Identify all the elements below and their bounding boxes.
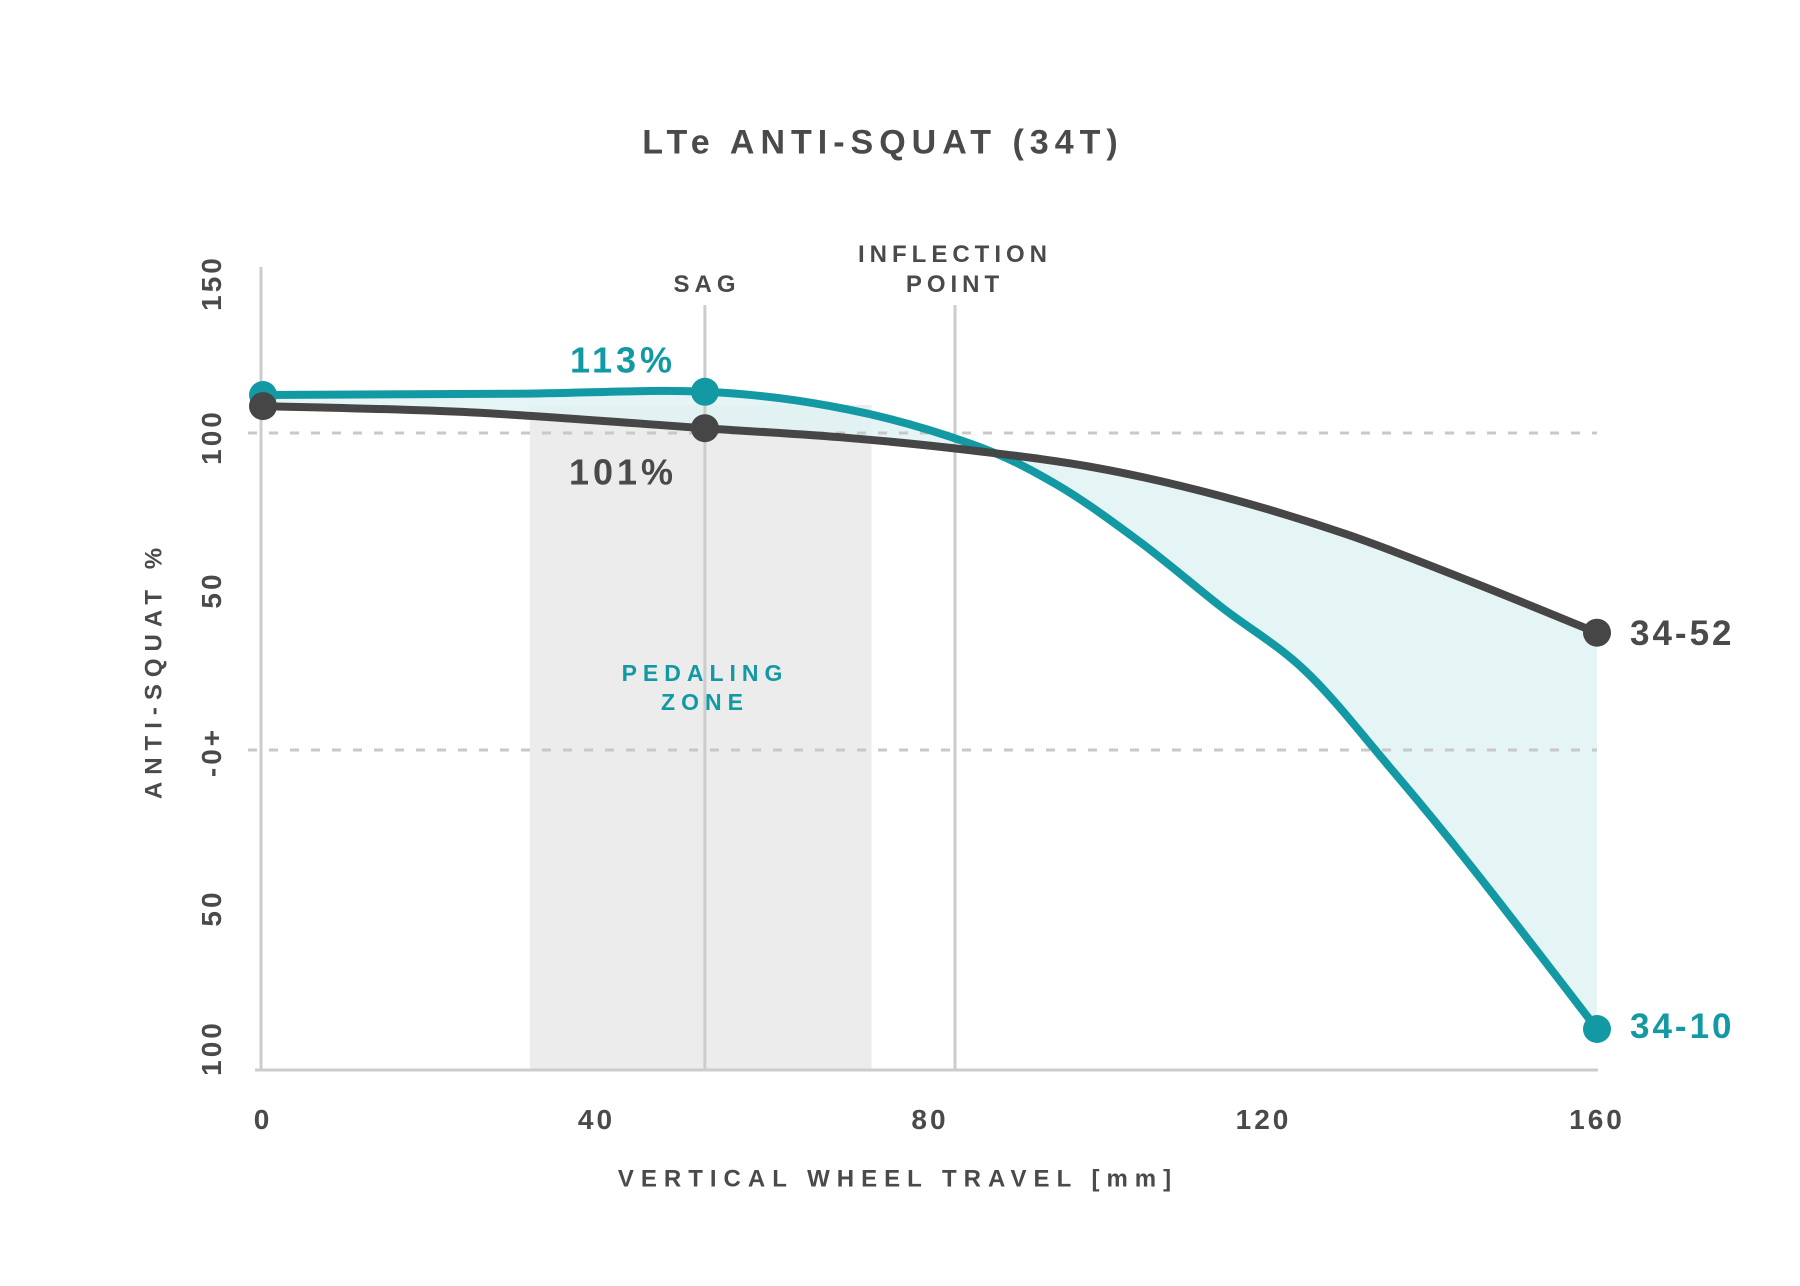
curve-34-52 <box>259 402 1601 637</box>
pedaling-zone-label-line2: ZONE <box>661 689 749 715</box>
x-tick-40: 40 <box>577 1104 616 1136</box>
series-label-34-10: 34-10 <box>1630 1007 1735 1046</box>
y-axis-title: ANTI-SQUAT % <box>140 540 168 800</box>
y-tick--100: 100 <box>196 1020 228 1076</box>
inflection-point-label-line2: POINT <box>905 271 1005 298</box>
x-tick-160: 160 <box>1569 1104 1625 1136</box>
pedaling-zone-label: PEDALING ZONE <box>622 659 789 717</box>
series-label-34-52: 34-52 <box>1630 614 1735 653</box>
curve-34-10 <box>259 386 1601 1033</box>
point-dot-34-52-160mm <box>1583 618 1611 647</box>
point-dot-34-10-160mm <box>1583 1015 1611 1043</box>
x-tick-0: 0 <box>253 1104 273 1136</box>
sag-label: SAG <box>673 271 741 298</box>
point-dot-34-52-0mm <box>249 392 277 421</box>
x-axis-title: VERTICAL WHEEL TRAVEL [mm] <box>617 1165 1179 1193</box>
inflection-point-label-line1: INFLECTION <box>858 241 1052 268</box>
y-tick-50: 50 <box>196 571 228 609</box>
x-tick-80: 80 <box>911 1104 949 1136</box>
dark-sag-value-label: 101% <box>568 451 678 493</box>
y-tick-150: 150 <box>196 255 228 311</box>
point-dot-34-52-53mm <box>690 414 719 443</box>
page-title: LTe ANTI-SQUAT (34T) <box>642 123 1124 162</box>
y-tick-100: 100 <box>196 409 228 465</box>
x-tick-120: 120 <box>1235 1104 1292 1136</box>
y-tick-0: -0+ <box>196 726 228 778</box>
inflection-point-label: INFLECTION POINT <box>858 240 1052 300</box>
teal-sag-value-label: 113% <box>569 339 677 381</box>
y-tick--50: 50 <box>196 889 228 927</box>
point-dot-34-10-53mm <box>690 377 719 406</box>
pedaling-zone-label-line1: PEDALING <box>621 660 789 686</box>
pedaling-zone-region <box>529 405 872 1070</box>
between-curves-fill <box>263 390 1597 1029</box>
